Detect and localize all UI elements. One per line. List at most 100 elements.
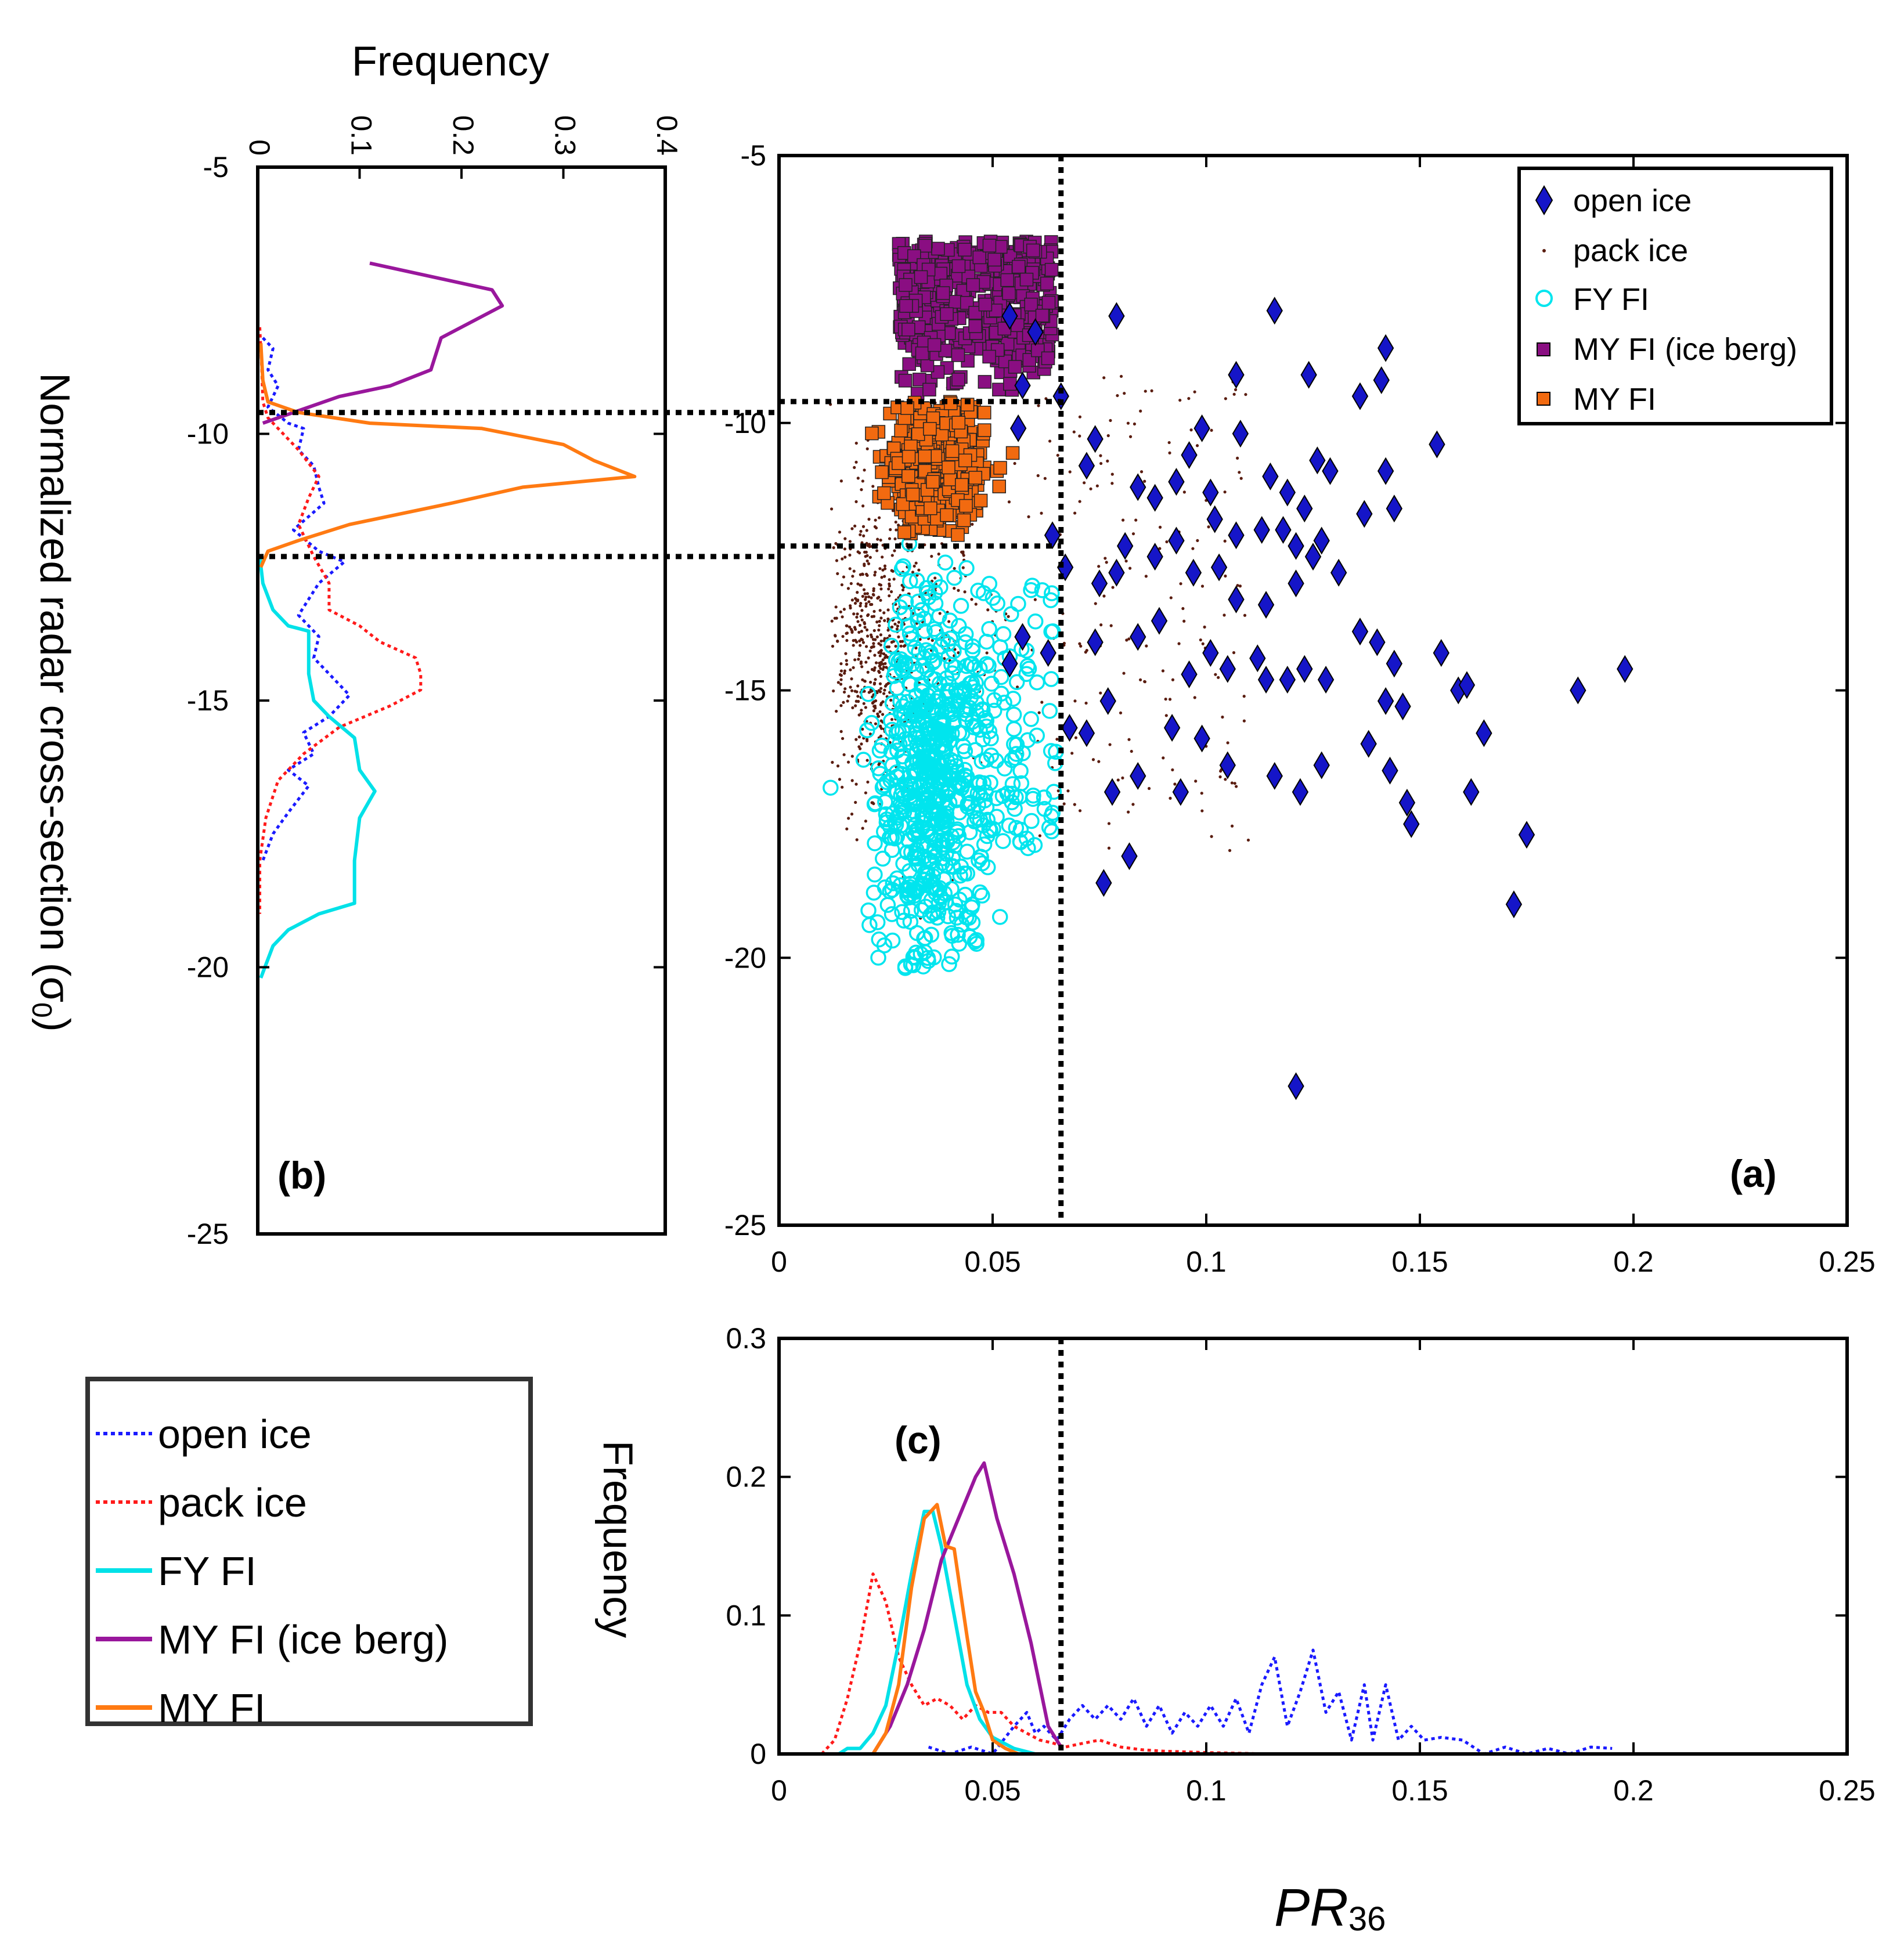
pack-ice-point [868, 649, 872, 653]
fy-fi-point [895, 662, 911, 679]
pack-ice-point [1162, 756, 1165, 760]
pack-ice-point [865, 628, 869, 631]
fy-fi-point [919, 662, 935, 678]
open-ice-point [1617, 655, 1633, 683]
pack-ice-point [894, 644, 897, 648]
pack-ice-point [1171, 768, 1174, 772]
fy-fi-point [884, 906, 900, 922]
pack-ice-point [855, 838, 859, 842]
pack-ice-point [1169, 796, 1172, 800]
open-ice-point [1087, 425, 1104, 453]
open-ice-point [1130, 623, 1146, 651]
pack-ice-point [860, 709, 863, 712]
fy-fi-point [902, 776, 919, 792]
pack-ice-point [850, 779, 854, 782]
pack-ice-point [1048, 439, 1052, 443]
fy-fi-point [983, 676, 1000, 692]
pack-ice-point [889, 590, 893, 594]
pack-ice-point [1083, 481, 1086, 485]
pack-ice-point [859, 644, 862, 647]
pack-ice-point [843, 672, 846, 675]
my-fi-point [875, 465, 889, 479]
pack-ice-point [848, 567, 852, 571]
pack-ice-point [859, 660, 863, 664]
fy-fi-point [922, 907, 939, 924]
open-ice-point [1014, 623, 1031, 651]
fy-fi-point [877, 794, 893, 810]
pack-ice-point [863, 598, 867, 601]
pack-ice-point [856, 582, 860, 586]
my-fi-iceberg-point [1012, 259, 1026, 274]
fy-fi-point [897, 960, 914, 976]
pack-ice-point [1191, 547, 1195, 550]
pack-ice-point [1013, 461, 1016, 465]
pack-ice-point [859, 583, 862, 587]
fy-fi-point [885, 875, 901, 891]
pack-ice-point [879, 583, 883, 587]
open-ice-point [1168, 526, 1185, 555]
pack-ice-point [835, 559, 839, 562]
pack-ice-point [846, 699, 849, 703]
fy-fi-point [944, 725, 960, 742]
open-ice-point [1433, 639, 1449, 667]
c-ytick-label: 0 [750, 1738, 766, 1770]
pack-ice-point [872, 629, 876, 633]
legend-a-my-fi-iceberg-marker [1537, 342, 1550, 356]
series-my-fi [865, 395, 1020, 542]
pack-ice-point [838, 673, 842, 677]
pack-ice-point [857, 651, 861, 655]
c-ytick-label: 0.3 [726, 1322, 766, 1355]
pack-ice-point [1182, 490, 1186, 494]
fy-fi-point [958, 560, 975, 576]
pack-ice-point [860, 638, 864, 642]
pack-ice-point [881, 658, 885, 662]
b-ytick-label: -10 [187, 418, 229, 450]
pack-ice-point [895, 528, 898, 532]
pack-ice-point [893, 549, 896, 553]
open-ice-point [1257, 666, 1275, 694]
pack-ice-point [1164, 714, 1168, 717]
pack-ice-point [842, 753, 846, 756]
my-fi-point [993, 461, 1007, 475]
my-fi-point [978, 423, 991, 437]
pack-ice-point [834, 605, 838, 609]
pack-ice-point [953, 566, 956, 571]
c-ytick-label: 0.2 [726, 1461, 766, 1493]
pack-ice-point [861, 525, 866, 528]
pack-ice-point [870, 635, 874, 638]
my-fi-point [924, 501, 937, 515]
pack-ice-point [863, 680, 867, 683]
pack-ice-point [1194, 779, 1198, 783]
pack-ice-point [830, 507, 834, 511]
c-series-my-fi [871, 1503, 1019, 1754]
open-ice-point [1262, 462, 1279, 490]
my-fi-iceberg-point [1000, 273, 1015, 287]
pack-ice-point [839, 730, 843, 733]
my-fi-iceberg-point [968, 319, 982, 333]
open-ice-point [1202, 639, 1219, 667]
pack-ice-point [1119, 711, 1123, 714]
open-ice-point [1108, 302, 1125, 330]
my-fi-iceberg-point [982, 239, 997, 252]
pack-ice-point [1178, 398, 1182, 402]
pack-ice-point [867, 595, 871, 598]
pack-ice-point [857, 630, 861, 634]
pack-ice-point [986, 608, 990, 612]
pack-ice-point [1223, 539, 1227, 543]
fy-fi-point [919, 584, 935, 601]
panel-b-frequency-profile: 0 0.1 0.2 0.3 0.4 -5 -10 -15 -20 -25 (b) [187, 115, 779, 1250]
fy-fi-point [959, 843, 975, 860]
fy-fi-point [947, 896, 964, 913]
open-ice-point [1322, 457, 1339, 485]
pack-ice-point [1040, 511, 1043, 515]
legend-a-box [1517, 167, 1833, 425]
pack-ice-point [1164, 697, 1167, 701]
pack-ice-point [879, 616, 883, 620]
pack-ice-point [883, 564, 887, 568]
my-fi-iceberg-point [940, 307, 954, 322]
my-fi-iceberg-point [1040, 276, 1054, 291]
pack-ice-point [1107, 846, 1111, 850]
pack-ice-point [887, 587, 890, 591]
pack-ice-point [1068, 470, 1072, 474]
pack-ice-point [1243, 613, 1247, 617]
